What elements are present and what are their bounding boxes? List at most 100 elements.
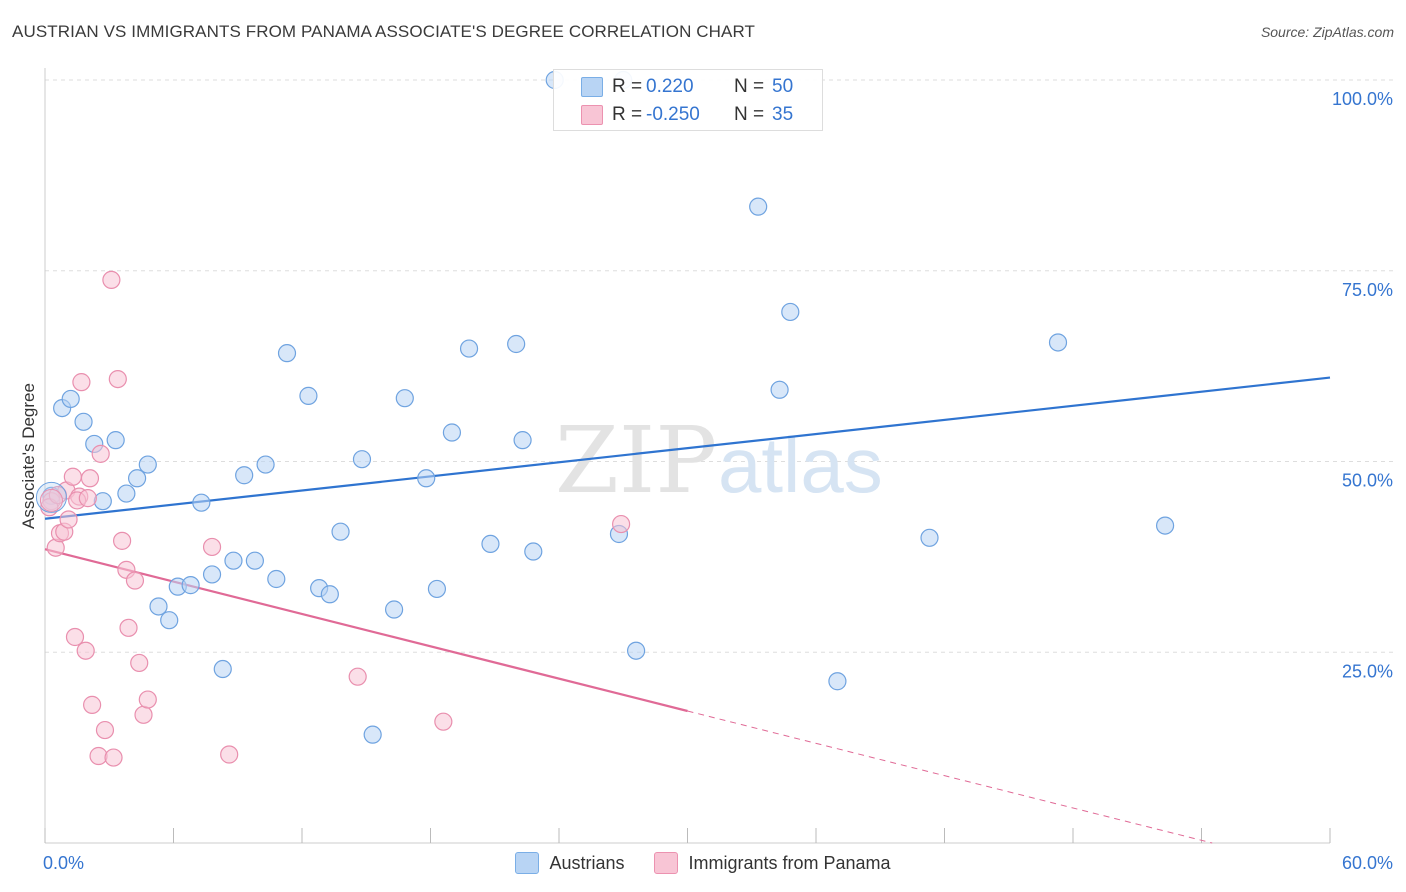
point-austrians — [106, 431, 125, 450]
point-austrians — [160, 611, 179, 630]
point-austrians — [781, 302, 800, 322]
point-austrians — [245, 551, 264, 570]
point-cluster-austrians — [35, 481, 67, 513]
point-panama — [220, 745, 239, 764]
point-panama — [59, 510, 78, 529]
point-austrians — [181, 576, 200, 595]
point-panama — [119, 618, 138, 637]
y-tick-label: 75.0% — [1342, 280, 1393, 300]
legend-label-austrians: Austrians — [549, 852, 625, 873]
stats-legend-box: R = 0.220 N = 50 R = -0.250 N = 35 — [553, 69, 823, 131]
point-austrians — [138, 455, 157, 474]
y-tick-label: 100.0% — [1332, 89, 1393, 109]
legend-swatch-panama — [654, 852, 679, 874]
point-austrians — [920, 528, 939, 547]
point-austrians — [770, 380, 789, 399]
point-panama — [65, 627, 85, 647]
point-panama — [76, 641, 95, 660]
point-panama — [91, 444, 110, 463]
legend: Austrians Immigrants from Panama — [0, 852, 1406, 874]
point-austrians — [513, 431, 532, 450]
tick-labels: 25.0% 50.0% 75.0% 100.0% 0.0% 60.0% — [43, 89, 1393, 873]
r-value: -0.250 — [646, 104, 700, 125]
point-panama — [138, 690, 157, 709]
point-austrians — [127, 469, 147, 488]
point-panama — [78, 489, 97, 508]
y-axis-label: Associate's Degree — [19, 383, 38, 529]
legend-label-panama: Immigrants from Panama — [688, 852, 891, 873]
watermark-atlas: atlas — [718, 421, 883, 509]
point-austrians — [626, 641, 646, 660]
point-austrians — [267, 569, 286, 589]
point-panama — [102, 270, 121, 290]
point-panama — [434, 712, 453, 731]
point-panama — [89, 746, 108, 766]
point-austrians — [442, 423, 462, 442]
point-austrians — [749, 197, 768, 216]
point-panama — [104, 748, 123, 767]
y-tick-label: 25.0% — [1342, 661, 1393, 681]
trend-lines — [44, 376, 1331, 844]
point-panama — [612, 514, 631, 534]
point-austrians — [417, 469, 436, 488]
point-austrians — [117, 484, 136, 503]
axes — [44, 68, 1331, 844]
point-austrians — [524, 542, 543, 561]
point-austrians — [277, 344, 297, 363]
point-austrians — [331, 522, 350, 541]
trend-line-panama — [44, 548, 688, 713]
point-austrians — [481, 534, 500, 554]
legend-swatch-austrians — [515, 852, 540, 874]
point-austrians — [61, 389, 80, 409]
point-austrians — [224, 551, 243, 570]
chart-title: AUSTRIAN VS IMMIGRANTS FROM PANAMA ASSOC… — [12, 22, 756, 41]
point-panama — [108, 369, 127, 389]
r-value: 0.220 — [646, 76, 694, 97]
point-austrians — [427, 579, 447, 599]
point-austrians — [299, 386, 318, 405]
y-tick-label: 50.0% — [1342, 471, 1393, 491]
x-tick-label: 60.0% — [1342, 853, 1393, 873]
point-panama — [83, 695, 102, 714]
point-panama — [95, 720, 115, 740]
point-austrians — [192, 493, 211, 512]
point-austrians — [74, 412, 93, 431]
stats-swatch-pink — [581, 105, 603, 125]
point-austrians — [395, 389, 414, 408]
grid-lines — [45, 79, 1395, 653]
data-points — [35, 70, 1175, 767]
point-austrians — [213, 659, 232, 679]
n-value: 35 — [772, 104, 794, 125]
x-tick-label: 0.0% — [43, 853, 84, 873]
point-austrians — [149, 597, 168, 616]
watermark: ZIP atlas — [555, 407, 883, 514]
point-panama — [112, 531, 132, 550]
r-label: R = — [612, 104, 643, 125]
point-panama — [63, 467, 82, 486]
point-austrians — [459, 339, 479, 358]
legend-item-austrians[interactable]: Austrians — [515, 852, 624, 874]
point-austrians — [352, 450, 372, 469]
point-austrians — [202, 565, 222, 584]
legend-item-panama[interactable]: Immigrants from Panama — [654, 852, 891, 874]
point-panama — [130, 653, 149, 673]
point-panama — [80, 469, 100, 488]
point-panama — [348, 667, 367, 686]
point-austrians — [1155, 516, 1175, 535]
n-label: N = — [734, 76, 765, 97]
point-austrians — [256, 455, 275, 474]
point-cluster-panama — [39, 488, 63, 512]
point-austrians — [235, 466, 254, 485]
source-credit: Source: ZipAtlas.com — [1260, 24, 1394, 40]
stats-swatch-blue — [581, 77, 603, 97]
point-panama — [125, 571, 145, 590]
point-austrians — [320, 585, 339, 604]
point-austrians — [93, 492, 112, 511]
trend-line-panama — [687, 710, 1213, 844]
n-label: N = — [734, 104, 765, 125]
trend-line-austrians — [44, 376, 1331, 520]
point-panama — [202, 537, 222, 557]
point-austrians — [363, 725, 382, 744]
r-label: R = — [612, 76, 643, 97]
